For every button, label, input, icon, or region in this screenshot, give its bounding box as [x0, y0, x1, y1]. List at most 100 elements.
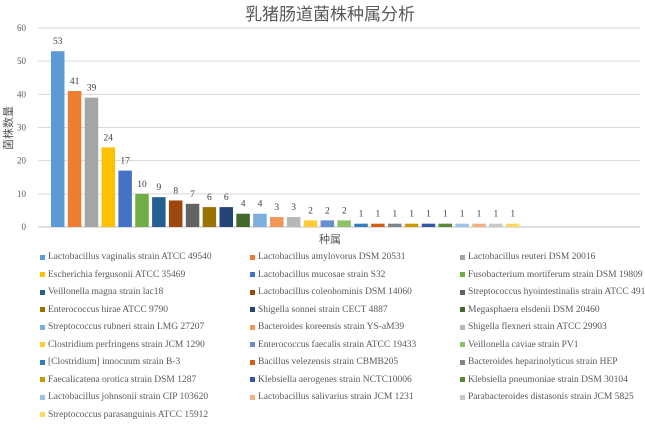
bar	[472, 223, 486, 227]
legend-item: Enterococcus hirae ATCC 9790	[40, 303, 250, 317]
bar	[455, 223, 469, 227]
legend-item: Klebsiella aerogenes strain NCTC10006	[250, 373, 460, 387]
data-label: 6	[207, 193, 212, 203]
y-tick-label: 40	[17, 89, 27, 99]
legend-swatch	[460, 254, 465, 260]
data-label: 1	[510, 210, 515, 220]
data-label: 8	[173, 186, 178, 196]
bar	[438, 223, 453, 227]
legend-label: Shigella flexneri strain ATCC 29903	[468, 322, 607, 332]
legend-label: Bacteroides koreensis strain YS-aM39	[258, 322, 405, 332]
chart-title: 乳猪肠道菌株种属分析	[245, 5, 415, 25]
bar	[253, 213, 267, 227]
bar	[101, 147, 116, 227]
bar	[388, 223, 402, 227]
y-axis-label: 菌株数量	[1, 106, 15, 150]
legend-label: Enterococcus faecalis strain ATCC 19433	[258, 339, 417, 350]
bar	[337, 220, 351, 227]
bar	[168, 200, 183, 227]
legend-label: Bacteroides heparinolyticus strain HEP	[468, 357, 618, 367]
legend-swatch	[250, 272, 255, 277]
legend-item: Veillonella magna strain lac18	[40, 285, 250, 299]
data-label: 2	[325, 206, 330, 216]
data-label: 1	[426, 210, 431, 220]
legend-item: Streptococcus parasanguinis ATCC 15912	[40, 408, 250, 422]
legend-item: Enterococcus faecalis strain ATCC 19433	[250, 338, 460, 352]
y-tick-label: 60	[17, 23, 27, 33]
legend-swatch	[40, 412, 45, 417]
bar	[67, 91, 82, 228]
legend-swatch	[40, 324, 45, 330]
data-label: 1	[376, 210, 381, 220]
data-label: 24	[104, 133, 114, 143]
legend-label: Lactobacillus mucosae strain S32	[258, 269, 386, 280]
legend-item: Lactobacillus mucosae strain S32	[250, 268, 460, 282]
data-label: 7	[190, 190, 195, 200]
legend-swatch	[460, 359, 465, 365]
legend-item: Lactobacillus reuteri DSM 20016	[460, 250, 640, 264]
legend-label: Klebsiella pneumoniae strain DSM 30104	[468, 374, 628, 385]
legend-swatch	[460, 342, 465, 347]
legend-item: [Clostridium] innocuum strain B-3	[40, 355, 250, 369]
legend-item: Shigella sonnei strain CECT 4887	[250, 303, 460, 317]
bar	[51, 51, 65, 227]
bar	[489, 223, 503, 227]
legend-swatch	[250, 377, 255, 382]
legend-swatch	[250, 289, 255, 295]
y-tick-label: 50	[17, 56, 27, 66]
legend-label: Veillonella caviae strain PV1	[468, 339, 579, 350]
y-tick-label: 20	[17, 156, 27, 166]
legend-item: Fusobacterium mortiferum strain DSM 1980…	[460, 268, 643, 282]
legend-label: Parabacteroides distasonis strain JCM 58…	[468, 392, 634, 402]
bar	[421, 223, 436, 227]
legend-label: Streptococcus rubneri strain LMG 27207	[48, 322, 205, 332]
legend-item: Parabacteroides distasonis strain JCM 58…	[460, 390, 640, 404]
legend-label: Streptococcus parasanguinis ATCC 15912	[48, 409, 209, 420]
legend-item: Megasphaera elsdenii DSM 20460	[460, 303, 640, 317]
legend-label: Fusobacterium mortiferum strain DSM 1980…	[468, 269, 643, 280]
bar	[202, 207, 217, 227]
legend-item: Bacteroides heparinolyticus strain HEP	[460, 355, 640, 369]
legend-item: Lactobacillus vaginalis strain ATCC 4954…	[40, 250, 250, 264]
legend-label: Shigella sonnei strain CECT 4887	[258, 304, 388, 315]
legend-swatch	[250, 342, 255, 347]
legend-swatch	[460, 324, 465, 330]
legend-label: Veillonella magna strain lac18	[48, 287, 164, 297]
y-tick-label: 0	[22, 222, 27, 232]
data-label: 53	[53, 37, 63, 47]
data-label: 9	[156, 183, 161, 193]
legend-label: Megasphaera elsdenii DSM 20460	[468, 304, 600, 315]
legend-item: Streptococcus hyointestinalis strain ATC…	[460, 285, 645, 299]
y-tick-label: 30	[17, 123, 27, 133]
legend-label: Lactobacillus johnsonii strain CIP 10362…	[48, 392, 209, 402]
legend-label: Streptococcus hyointestinalis strain ATC…	[468, 287, 645, 297]
data-label: 4	[258, 200, 263, 210]
legend-item: Bacillus velezensis strain CBMB205	[250, 355, 460, 369]
legend-label: Enterococcus hirae ATCC 9790	[48, 304, 169, 315]
legend-swatch	[460, 272, 465, 277]
legend-swatch	[460, 377, 465, 382]
data-label: 39	[87, 84, 97, 94]
legend-swatch	[40, 377, 45, 382]
legend-label: Escherichia fergusonii ATCC 35469	[48, 269, 186, 280]
legend-item: Faecalicatena orotica strain DSM 1287	[40, 373, 250, 387]
legend-label: Lactobacillus salivarius strain JCM 1231	[258, 392, 414, 402]
legend-label: Lactobacillus vaginalis strain ATCC 4954…	[48, 252, 212, 262]
legend-swatch	[40, 254, 45, 260]
legend-swatch	[460, 394, 465, 400]
legend-swatch	[460, 289, 465, 295]
legend-label: Lactobacillus amylovorus DSM 20531	[258, 252, 406, 262]
bar	[404, 223, 419, 227]
y-tick-label: 10	[17, 189, 27, 199]
legend-swatch	[40, 307, 45, 312]
bar	[270, 217, 284, 227]
bar	[505, 223, 520, 227]
data-label: 1	[409, 210, 414, 220]
data-label: 1	[443, 210, 448, 220]
data-label: 4	[241, 200, 246, 210]
bar	[118, 170, 132, 227]
data-label: 6	[224, 193, 229, 203]
legend-label: Klebsiella aerogenes strain NCTC10006	[258, 374, 412, 385]
legend-item: Klebsiella pneumoniae strain DSM 30104	[460, 373, 640, 387]
legend-swatch	[460, 307, 465, 312]
